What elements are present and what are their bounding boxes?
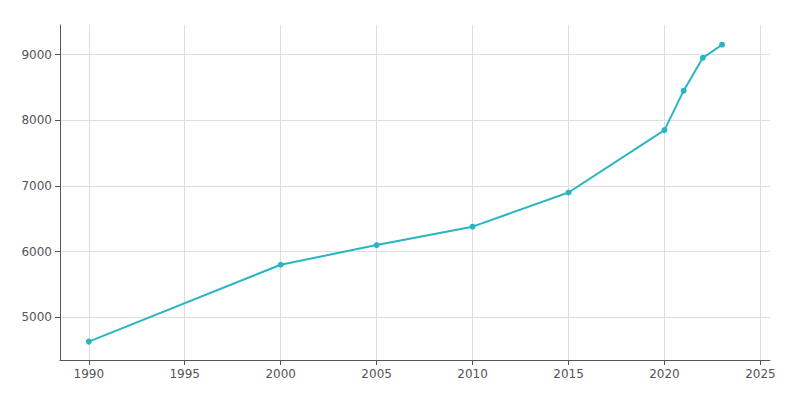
svg-text:2000: 2000 (265, 367, 296, 381)
svg-text:2025: 2025 (745, 367, 776, 381)
svg-text:2020: 2020 (649, 367, 680, 381)
svg-text:6000: 6000 (21, 245, 52, 259)
svg-text:9000: 9000 (21, 48, 52, 62)
svg-text:2015: 2015 (553, 367, 584, 381)
svg-text:2005: 2005 (361, 367, 392, 381)
svg-text:2010: 2010 (457, 367, 488, 381)
svg-text:5000: 5000 (21, 310, 52, 324)
svg-text:7000: 7000 (21, 179, 52, 193)
svg-text:8000: 8000 (21, 113, 52, 127)
svg-text:1995: 1995 (169, 367, 200, 381)
svg-text:1990: 1990 (74, 367, 105, 381)
